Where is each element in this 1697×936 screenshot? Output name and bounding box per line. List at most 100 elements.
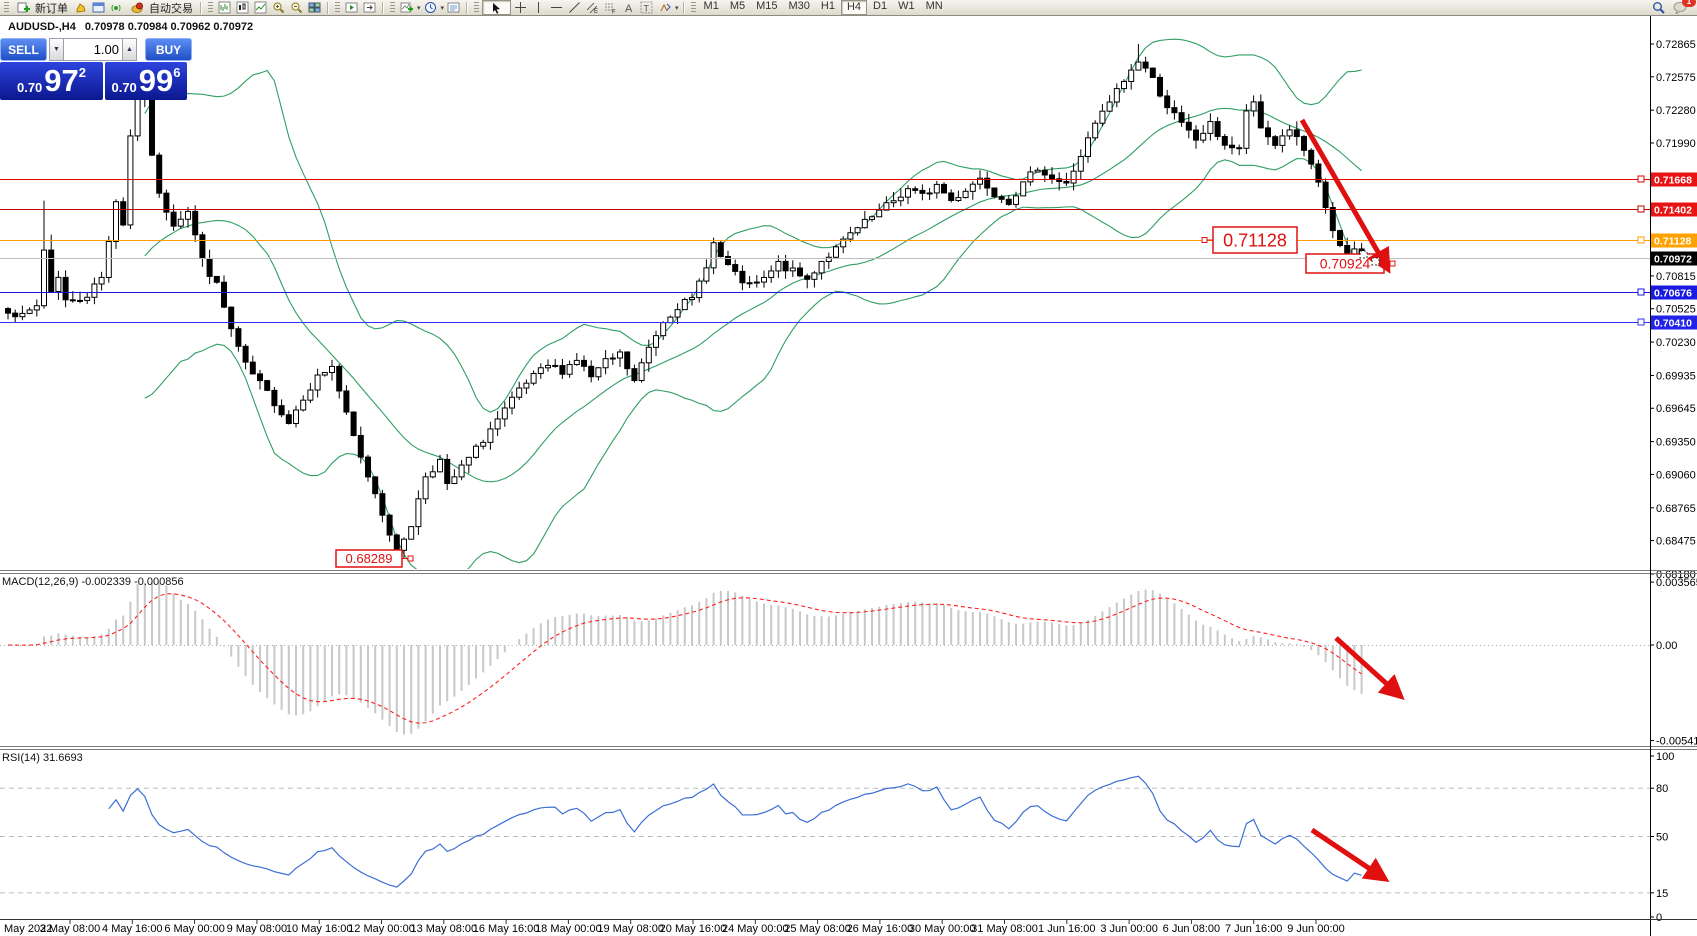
macd-tick-label: 0.00	[1656, 640, 1677, 652]
fibonacci-tool[interactable]: F	[602, 1, 619, 15]
cursor-tool[interactable]	[482, 0, 512, 15]
sell-price-prefix: 0.70	[16, 80, 43, 95]
time-axis-label: 6 May 00:00	[164, 923, 225, 935]
text-tool[interactable]: A	[620, 1, 637, 15]
crosshair-tool[interactable]	[512, 1, 529, 15]
new-order-icon	[15, 1, 32, 15]
trend-arrow-price[interactable]	[1299, 118, 1391, 274]
bollinger-middle-band[interactable]	[144, 107, 1362, 483]
timeframe-m30[interactable]: M30	[788, 0, 810, 12]
bollinger-upper-band[interactable]	[144, 38, 1362, 413]
time-axis-label: 10 May 16:00	[286, 923, 353, 935]
timeframe-w1[interactable]: W1	[898, 0, 915, 12]
level-handle[interactable]	[1637, 205, 1645, 213]
timeframe-m15[interactable]: M15	[756, 0, 778, 12]
buy-price-display[interactable]: 0.70 99 6	[105, 62, 187, 100]
rsi-line[interactable]	[108, 775, 1362, 888]
trend-arrow-rsi[interactable]	[1310, 827, 1390, 883]
timeframe-m5[interactable]: M5	[729, 0, 746, 12]
macd-tick-label: 0.003565	[1656, 577, 1697, 589]
price-annotation[interactable]: 0.68289	[335, 549, 414, 568]
price-tick-label: 0.69060	[1656, 469, 1696, 481]
line-chart-type-icon[interactable]	[252, 1, 269, 15]
text-label-tool[interactable]: T	[638, 1, 655, 15]
period-dropdown[interactable]: ▾	[440, 4, 445, 12]
volume-input[interactable]	[64, 38, 122, 61]
timeframe-d1[interactable]: D1	[873, 0, 888, 12]
auto-trading-icon	[129, 1, 146, 15]
period-clock-icon[interactable]	[422, 1, 439, 15]
time-axis-label: 6 Jun 08:00	[1163, 923, 1221, 935]
buy-button[interactable]: BUY	[145, 38, 192, 61]
price-tick-label: 0.70525	[1656, 304, 1696, 316]
terminal-window-icon[interactable]	[90, 1, 107, 15]
text-tool-letter: A	[625, 3, 633, 14]
price-axis-badge	[1651, 172, 1697, 187]
price-tick-label: 0.68765	[1656, 503, 1696, 515]
auto-trading-button[interactable]: 自动交易	[126, 1, 196, 15]
add-indicator-dropdown[interactable]: ▾	[417, 4, 421, 12]
channel-tool-letter: E	[594, 9, 598, 14]
rsi-tick-label: 0	[1656, 912, 1662, 924]
price-annotation[interactable]: 0.70924	[1305, 253, 1396, 274]
zoom-out-icon[interactable]	[288, 1, 305, 15]
chart-ohlc-values: 0.70978 0.70984 0.70962 0.70972	[84, 21, 254, 33]
level-handle[interactable]	[1637, 318, 1645, 326]
vertical-line-tool[interactable]	[530, 1, 547, 15]
bollinger-lower-band[interactable]	[144, 158, 1363, 578]
time-axis-label: 18 May 00:00	[535, 923, 602, 935]
volume-increase-button[interactable]: ▲	[122, 38, 137, 61]
search-icon[interactable]	[1650, 1, 1667, 15]
templates-icon[interactable]	[445, 1, 462, 15]
equidistant-channel-tool[interactable]: E	[584, 1, 601, 15]
signals-icon[interactable]	[108, 1, 125, 15]
time-axis-label: 9 Jun 00:00	[1287, 923, 1345, 935]
bar-chart-type-icon[interactable]	[216, 1, 233, 15]
chart-title: AUDUSD-,H4 0.70978 0.70984 0.70962 0.709…	[8, 21, 259, 33]
toolbar-drag-handle[interactable]	[4, 1, 9, 14]
price-tick-label: 0.69350	[1656, 437, 1696, 449]
level-handle[interactable]	[1637, 288, 1645, 296]
zoom-in-icon[interactable]	[270, 1, 287, 15]
horizontal-line-tool[interactable]	[548, 1, 565, 15]
level-handle[interactable]	[1637, 236, 1645, 244]
trendline-tool[interactable]	[566, 1, 583, 15]
level-handle[interactable]	[1637, 175, 1645, 183]
new-order-button[interactable]: 新订单	[12, 1, 71, 15]
time-axis-label: 12 May 00:00	[348, 923, 415, 935]
history-center-icon[interactable]	[72, 1, 89, 15]
arrows-tool[interactable]	[656, 1, 673, 15]
time-axis-label: 3 Jun 00:00	[1100, 923, 1158, 935]
selection-handle[interactable]	[1371, 257, 1380, 266]
sell-button[interactable]: SELL	[0, 38, 47, 61]
timeframe-mn[interactable]: MN	[925, 0, 943, 12]
time-axis-label: 7 Jun 16:00	[1225, 923, 1283, 935]
sell-price-display[interactable]: 0.70 97 2	[0, 62, 103, 100]
arrows-tool-dropdown[interactable]: ▾	[675, 4, 679, 12]
tile-windows-icon[interactable]	[306, 1, 323, 15]
add-indicator-icon[interactable]	[398, 1, 415, 15]
notifications-chat-icon[interactable]: 1	[1671, 0, 1696, 15]
timeframe-m1[interactable]: M1	[703, 0, 719, 12]
time-axis-label: 3 May 08:00	[40, 923, 101, 935]
timeframe-h4[interactable]: H4	[840, 0, 868, 15]
strategy-tester-icon[interactable]	[343, 1, 360, 15]
notification-badge: 1	[1682, 0, 1696, 7]
selection-handle[interactable]	[1359, 250, 1368, 259]
volume-decrease-button[interactable]: ▼	[49, 38, 64, 61]
step-forward-icon[interactable]	[361, 1, 378, 15]
svg-text:0.70972: 0.70972	[1654, 254, 1692, 266]
buy-price-sup: 6	[173, 65, 181, 80]
candlestick-chart-type-icon[interactable]	[234, 1, 251, 15]
price-tick-label: 0.69645	[1656, 403, 1696, 415]
timeframe-h1[interactable]: H1	[820, 0, 835, 12]
rsi-tick-label: 50	[1656, 832, 1668, 844]
svg-text:0.71668: 0.71668	[1654, 175, 1692, 187]
trend-arrow-macd[interactable]	[1334, 636, 1405, 701]
price-annotation[interactable]: 0.71128	[1201, 226, 1298, 254]
time-axis-year-label: May 2022	[4, 923, 52, 935]
macd-signal-line[interactable]	[7, 593, 1362, 724]
